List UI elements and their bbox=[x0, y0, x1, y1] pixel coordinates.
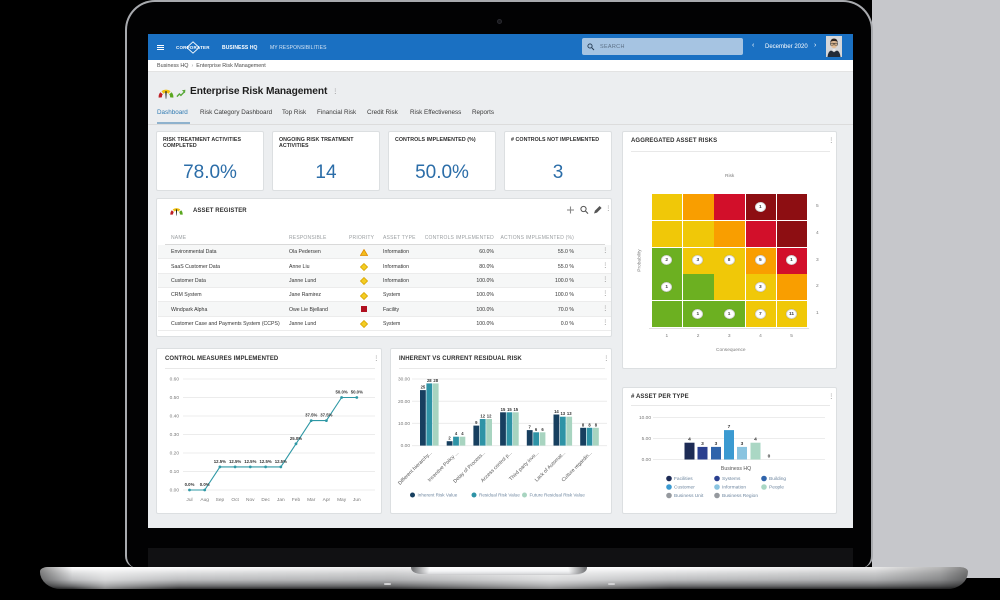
svg-text:4: 4 bbox=[688, 437, 691, 443]
svg-text:4: 4 bbox=[461, 431, 464, 436]
svg-text:Building: Building bbox=[769, 476, 786, 482]
svg-text:May: May bbox=[337, 497, 347, 503]
svg-text:0.30: 0.30 bbox=[170, 432, 180, 438]
svg-text:8: 8 bbox=[595, 422, 598, 427]
svg-text:0: 0 bbox=[768, 454, 771, 460]
svg-text:28: 28 bbox=[427, 378, 432, 383]
svg-text:Nov: Nov bbox=[246, 497, 255, 503]
svg-text:Jun: Jun bbox=[353, 497, 361, 503]
svg-text:0.0%: 0.0% bbox=[200, 482, 210, 487]
svg-text:25: 25 bbox=[421, 385, 426, 390]
svg-text:12.5%: 12.5% bbox=[275, 459, 287, 464]
svg-text:6: 6 bbox=[541, 427, 544, 432]
svg-text:Customer: Customer bbox=[674, 485, 695, 491]
svg-text:0.00: 0.00 bbox=[642, 457, 652, 463]
svg-text:Jan: Jan bbox=[277, 497, 285, 503]
svg-text:Business HQ: Business HQ bbox=[721, 466, 751, 472]
svg-text:0.60: 0.60 bbox=[170, 377, 180, 383]
svg-text:37.5%: 37.5% bbox=[305, 413, 317, 418]
svg-text:14: 14 bbox=[554, 409, 559, 414]
svg-text:7: 7 bbox=[728, 424, 731, 430]
svg-text:Feb: Feb bbox=[292, 497, 301, 503]
svg-text:People: People bbox=[769, 485, 784, 491]
svg-text:Residual Risk Value: Residual Risk Value bbox=[479, 493, 520, 498]
svg-text:2: 2 bbox=[448, 436, 451, 441]
svg-text:Business Unit: Business Unit bbox=[674, 493, 704, 499]
svg-text:15: 15 bbox=[501, 407, 506, 412]
svg-text:4: 4 bbox=[754, 437, 757, 443]
svg-text:Jul: Jul bbox=[186, 497, 192, 503]
svg-text:0.10: 0.10 bbox=[170, 469, 180, 475]
svg-text:20.00: 20.00 bbox=[398, 399, 410, 405]
svg-text:10.00: 10.00 bbox=[398, 421, 410, 427]
svg-text:6: 6 bbox=[535, 427, 538, 432]
svg-text:3: 3 bbox=[701, 441, 704, 447]
svg-text:0.0%: 0.0% bbox=[185, 482, 195, 487]
svg-text:0.50: 0.50 bbox=[170, 395, 180, 401]
svg-text:28: 28 bbox=[433, 378, 438, 383]
svg-text:Aug: Aug bbox=[200, 497, 209, 503]
svg-text:0.00: 0.00 bbox=[170, 488, 180, 494]
svg-text:7: 7 bbox=[529, 425, 532, 430]
svg-text:13: 13 bbox=[560, 411, 565, 416]
svg-text:Apr: Apr bbox=[323, 497, 331, 503]
svg-text:12.5%: 12.5% bbox=[214, 459, 226, 464]
svg-text:50.0%: 50.0% bbox=[351, 390, 363, 395]
svg-text:30.00: 30.00 bbox=[398, 377, 410, 383]
svg-text:12: 12 bbox=[487, 414, 492, 419]
svg-text:10.00: 10.00 bbox=[639, 415, 651, 421]
svg-text:12.5%: 12.5% bbox=[244, 459, 256, 464]
svg-text:8: 8 bbox=[588, 422, 591, 427]
svg-text:Dec: Dec bbox=[261, 497, 270, 503]
svg-text:12.5%: 12.5% bbox=[260, 459, 272, 464]
svg-text:3: 3 bbox=[715, 441, 718, 447]
svg-text:3: 3 bbox=[741, 441, 744, 447]
svg-text:Mar: Mar bbox=[307, 497, 316, 503]
svg-text:Sep: Sep bbox=[216, 497, 225, 503]
svg-text:Business Region: Business Region bbox=[722, 493, 758, 499]
svg-text:Future Residual Risk Value: Future Residual Risk Value bbox=[530, 493, 586, 498]
svg-text:12: 12 bbox=[480, 414, 485, 419]
svg-text:4: 4 bbox=[455, 431, 458, 436]
svg-text:15: 15 bbox=[507, 407, 512, 412]
svg-text:25.0%: 25.0% bbox=[290, 436, 302, 441]
svg-text:0.40: 0.40 bbox=[170, 414, 180, 420]
svg-text:Inherent Risk Value: Inherent Risk Value bbox=[418, 493, 458, 498]
svg-text:13: 13 bbox=[567, 411, 572, 416]
svg-text:12.5%: 12.5% bbox=[229, 459, 241, 464]
svg-text:0.00: 0.00 bbox=[401, 443, 411, 449]
svg-text:Oct: Oct bbox=[231, 497, 239, 503]
svg-text:8: 8 bbox=[582, 422, 585, 427]
svg-text:5.00: 5.00 bbox=[642, 436, 652, 442]
svg-text:Systems: Systems bbox=[722, 476, 741, 482]
svg-text:0.20: 0.20 bbox=[170, 451, 180, 457]
svg-text:Facilities: Facilities bbox=[674, 476, 693, 482]
svg-text:50.0%: 50.0% bbox=[336, 390, 348, 395]
svg-text:9: 9 bbox=[475, 420, 478, 425]
svg-text:15: 15 bbox=[513, 407, 518, 412]
svg-text:Information: Information bbox=[722, 485, 746, 491]
svg-text:37.5%: 37.5% bbox=[320, 413, 332, 418]
